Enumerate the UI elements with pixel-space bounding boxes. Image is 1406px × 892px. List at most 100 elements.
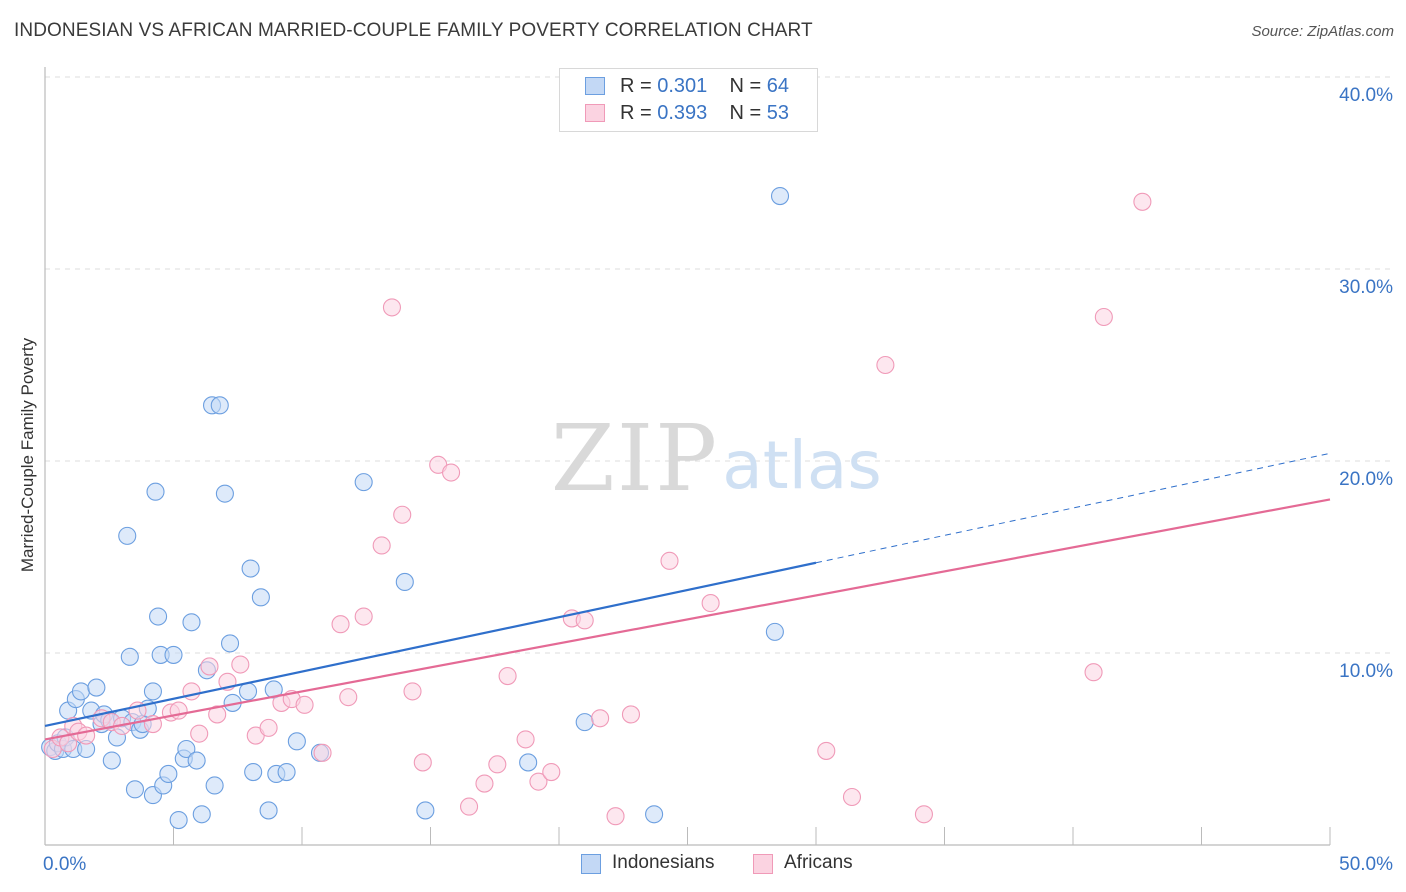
indonesian-point-33 xyxy=(169,810,188,830)
african-point-41 xyxy=(542,762,561,782)
african-point-51 xyxy=(876,355,895,375)
african-point-52 xyxy=(914,805,933,824)
african-point-13 xyxy=(182,682,201,701)
y-tick-label-2: 30.0% xyxy=(1339,277,1393,298)
african-point-14 xyxy=(190,724,209,743)
indonesian-point-36 xyxy=(182,613,201,632)
african-point-24 xyxy=(313,743,332,762)
bottom-legend-label-africans: Africans xyxy=(784,852,853,873)
legend-n-value: 53 xyxy=(766,101,790,124)
bottom-legend-swatch-africans xyxy=(753,854,773,874)
indonesian-point-21 xyxy=(125,780,144,799)
african-point-44 xyxy=(591,709,610,728)
legend-swatch-africans xyxy=(585,104,605,122)
indonesian-point-61 xyxy=(645,805,664,824)
indonesian-point-60 xyxy=(575,713,594,732)
indonesian-point-27 xyxy=(146,482,165,501)
indonesian-point-50 xyxy=(259,801,278,820)
indonesian-point-11 xyxy=(87,678,106,697)
indonesian-point-32 xyxy=(164,645,183,664)
tick-labels: 10.0% 20.0% 30.0% 40.0% 0.0% 50.0% xyxy=(43,85,1393,875)
african-point-46 xyxy=(621,705,641,724)
african-point-34 xyxy=(442,463,461,482)
indonesian-point-47 xyxy=(241,559,260,578)
african-point-48 xyxy=(701,594,720,613)
indonesian-point-37 xyxy=(187,751,206,770)
legend-r-label: R = xyxy=(620,101,658,124)
indonesian-point-25 xyxy=(143,682,162,701)
african-point-49 xyxy=(817,741,836,760)
indonesian-point-49 xyxy=(251,588,270,607)
y-tick-label-3: 40.0% xyxy=(1339,85,1393,106)
african-point-43 xyxy=(575,611,594,630)
bottom-legend-label-indonesians: Indonesians xyxy=(612,852,715,873)
bottom-legend-swatch-indonesians xyxy=(581,854,601,874)
indonesian-point-19 xyxy=(120,647,139,666)
source-credit: Source: ZipAtlas.com xyxy=(1251,23,1394,40)
watermark: ZIP atlas xyxy=(551,405,882,512)
indonesian-point-18 xyxy=(118,526,137,545)
stats-legend: R = 0.301 N = 64 R = 0.393 N = 53 xyxy=(559,68,818,132)
african-point-39 xyxy=(516,730,535,749)
african-point-38 xyxy=(498,666,517,686)
african-point-36 xyxy=(475,774,494,793)
african-point-45 xyxy=(606,807,625,826)
y-tick-label-0: 10.0% xyxy=(1339,661,1393,682)
trendline-africans xyxy=(44,498,1331,741)
legend-r-label: R = xyxy=(620,74,658,97)
african-point-50 xyxy=(842,787,862,807)
trendlines xyxy=(44,452,1331,741)
legend-n-value: 64 xyxy=(766,74,790,97)
african-point-55 xyxy=(1133,192,1152,211)
watermark-atlas: atlas xyxy=(722,427,882,504)
watermark-zip: ZIP xyxy=(551,405,719,512)
african-point-54 xyxy=(1094,307,1113,327)
indonesian-point-43 xyxy=(215,484,234,503)
indonesian-point-59 xyxy=(519,753,538,772)
y-axis-label: Married-Couple Family Poverty xyxy=(18,337,37,573)
african-point-40 xyxy=(529,772,548,791)
indonesian-point-57 xyxy=(395,572,414,592)
indonesian-point-62 xyxy=(765,622,784,641)
indonesian-point-56 xyxy=(354,473,373,492)
axes xyxy=(44,67,1331,846)
indonesian-point-41 xyxy=(205,776,224,795)
african-point-16 xyxy=(208,705,227,724)
african-point-25 xyxy=(331,615,350,634)
african-point-29 xyxy=(382,298,402,317)
x-tick-label-0: 0.0% xyxy=(43,854,86,875)
african-point-32 xyxy=(413,753,432,772)
african-point-53 xyxy=(1084,663,1103,682)
indonesian-point-53 xyxy=(277,762,296,782)
indonesian-point-44 xyxy=(220,634,240,653)
chart-title: INDONESIAN VS AFRICAN MARRIED-COUPLE FAM… xyxy=(14,20,813,41)
legend-n-label: N = xyxy=(729,101,767,124)
x-tick-label-1: 50.0% xyxy=(1339,854,1393,875)
indonesian-point-42 xyxy=(210,396,229,415)
african-point-31 xyxy=(403,682,422,701)
indonesian-point-48 xyxy=(244,762,263,782)
y-tick-label-1: 20.0% xyxy=(1339,469,1393,490)
indonesian-point-15 xyxy=(102,751,121,770)
african-point-27 xyxy=(354,607,373,626)
african-point-30 xyxy=(393,505,412,524)
african-point-15 xyxy=(200,657,219,676)
indonesian-point-46 xyxy=(238,682,258,701)
african-point-37 xyxy=(488,755,507,774)
indonesian-point-58 xyxy=(416,801,435,820)
african-point-26 xyxy=(339,688,358,707)
indonesian-point-31 xyxy=(159,764,178,784)
indonesian-point-54 xyxy=(287,732,306,751)
african-point-20 xyxy=(259,718,278,737)
indonesian-point-38 xyxy=(192,805,211,824)
african-point-18 xyxy=(231,655,250,674)
legend-r-value: 0.301 xyxy=(657,74,708,97)
african-point-28 xyxy=(372,536,391,555)
legend-n-label: N = xyxy=(729,74,767,97)
african-point-23 xyxy=(295,695,314,714)
legend-r-value: 0.393 xyxy=(657,101,708,124)
indonesian-point-63 xyxy=(770,186,790,206)
indonesian-point-51 xyxy=(264,680,283,699)
indonesian-point-8 xyxy=(71,682,91,701)
